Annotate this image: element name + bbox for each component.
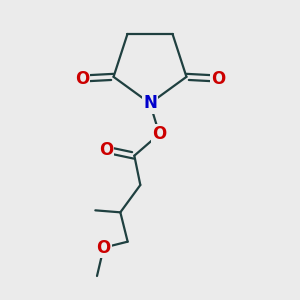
Text: O: O xyxy=(99,141,113,159)
Text: O: O xyxy=(75,70,89,88)
Text: O: O xyxy=(152,125,166,143)
Text: N: N xyxy=(143,94,157,112)
Text: O: O xyxy=(211,70,225,88)
Text: O: O xyxy=(97,239,111,257)
